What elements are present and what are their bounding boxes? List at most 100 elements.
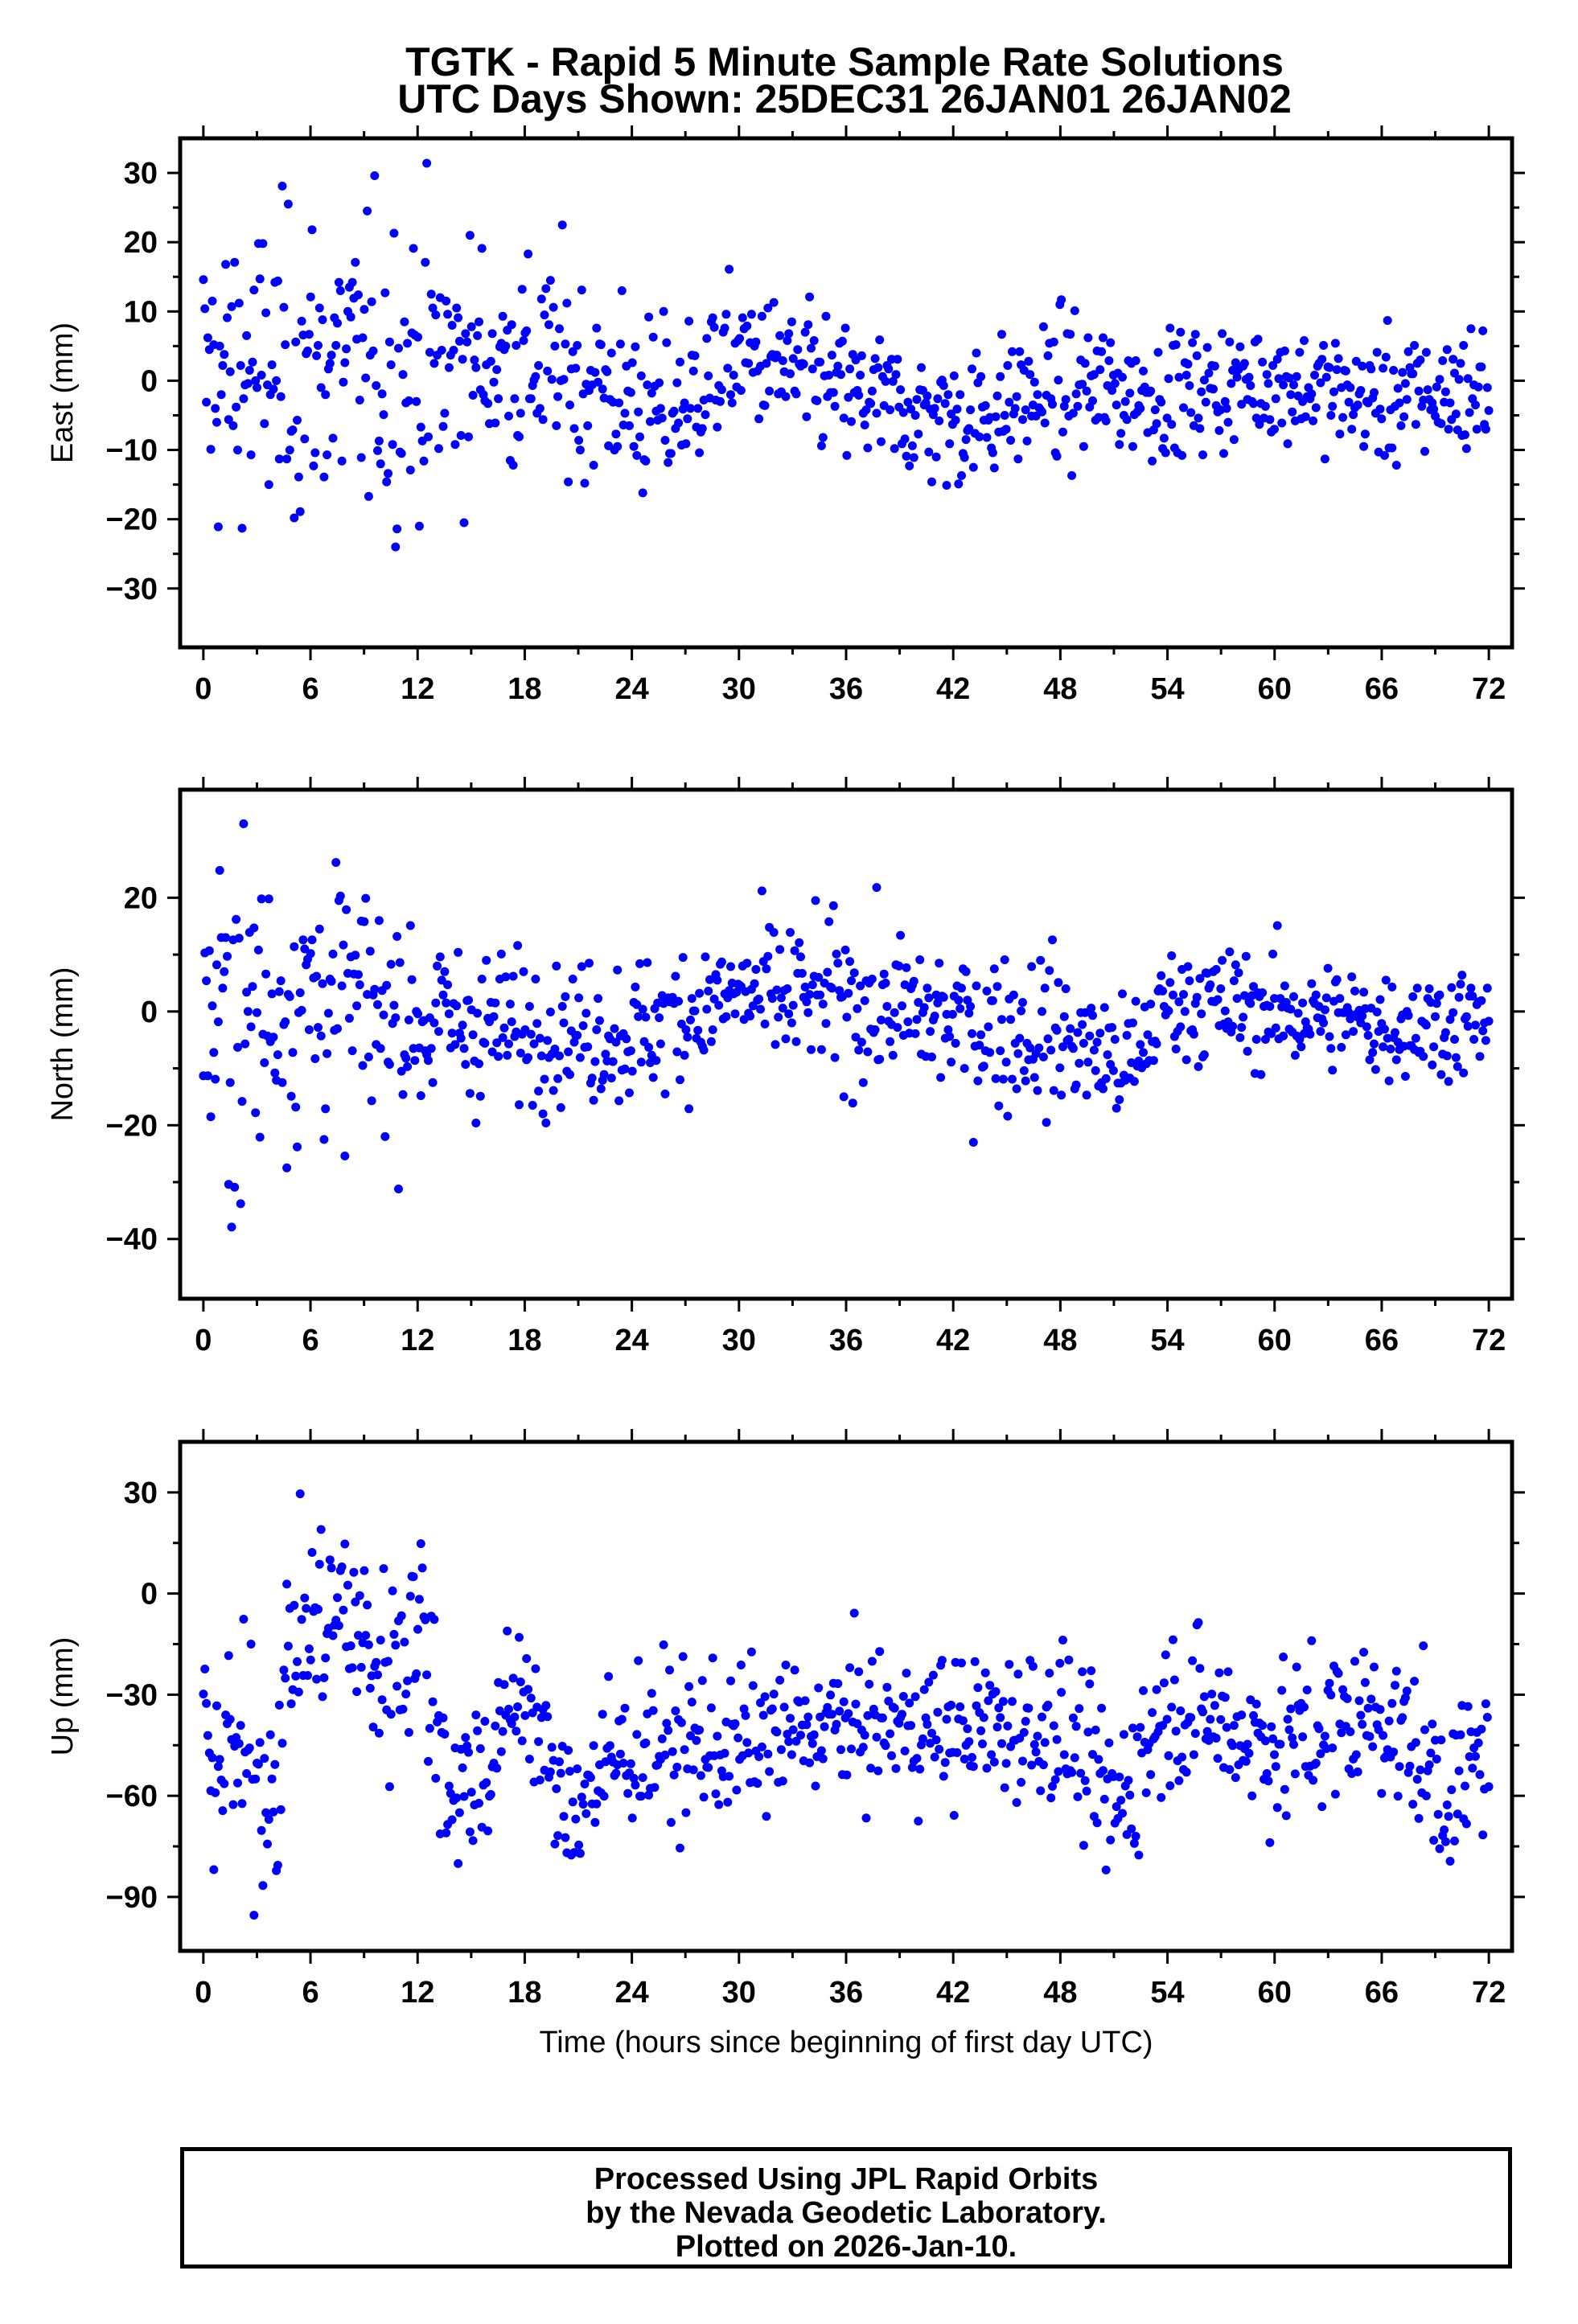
data-point <box>473 331 483 340</box>
data-point <box>358 1061 368 1070</box>
data-point <box>325 1555 335 1565</box>
data-point <box>985 1048 995 1057</box>
data-point <box>968 1138 978 1147</box>
data-point <box>340 1539 350 1549</box>
data-point <box>802 997 812 1007</box>
data-point <box>1314 1724 1324 1734</box>
data-point <box>867 386 877 396</box>
data-point <box>997 330 1006 339</box>
data-point <box>1241 1756 1251 1766</box>
data-point <box>940 1758 950 1768</box>
data-point <box>814 972 824 982</box>
data-point <box>1370 1039 1379 1049</box>
data-point <box>1454 1766 1464 1776</box>
data-point <box>664 458 673 467</box>
data-point <box>1447 983 1457 992</box>
data-point <box>823 967 832 977</box>
data-point <box>860 996 869 1005</box>
data-point <box>1260 1035 1270 1044</box>
data-point <box>791 1037 801 1046</box>
data-point <box>507 1719 516 1728</box>
data-point <box>595 1016 604 1025</box>
data-point <box>742 959 752 968</box>
data-point <box>1432 382 1441 392</box>
data-point <box>725 265 734 274</box>
data-point <box>844 392 853 402</box>
data-point <box>613 965 623 975</box>
data-point <box>294 1687 303 1697</box>
data-point <box>513 941 523 951</box>
data-point <box>1040 418 1050 428</box>
data-point <box>709 322 719 332</box>
data-point <box>1326 1690 1336 1700</box>
data-point <box>1206 1714 1215 1724</box>
data-point <box>1027 962 1037 971</box>
data-point <box>1095 1029 1105 1038</box>
data-point <box>833 1679 843 1689</box>
data-point <box>260 419 269 429</box>
data-point <box>327 351 336 360</box>
data-point <box>919 1685 929 1694</box>
data-point <box>1216 984 1226 993</box>
data-point <box>1237 1710 1247 1720</box>
data-point <box>1199 376 1209 385</box>
data-point <box>853 1004 862 1013</box>
data-point <box>335 891 345 901</box>
data-point <box>339 377 348 387</box>
data-point <box>1194 1618 1203 1628</box>
data-point <box>984 1696 993 1706</box>
data-point <box>1003 1111 1013 1121</box>
data-point <box>1432 999 1441 1008</box>
data-point <box>492 1038 502 1048</box>
data-point <box>1310 371 1319 380</box>
data-point <box>803 1712 813 1722</box>
data-point <box>1319 341 1329 350</box>
data-point <box>1391 1681 1399 1690</box>
data-point <box>522 1654 532 1663</box>
data-point <box>1159 433 1169 443</box>
data-point <box>386 959 396 969</box>
data-point <box>1131 1832 1140 1841</box>
x-tick-label: 6 <box>302 1976 318 2010</box>
data-point <box>648 1706 658 1715</box>
data-point <box>641 1738 651 1747</box>
data-point <box>860 421 869 429</box>
data-point <box>1157 397 1166 407</box>
data-point <box>212 1701 221 1710</box>
data-point <box>1125 1790 1135 1800</box>
data-point <box>496 1747 506 1756</box>
data-point <box>1099 1794 1109 1804</box>
data-point <box>1389 1747 1399 1757</box>
data-point <box>361 893 371 903</box>
data-point <box>1372 347 1382 357</box>
data-point <box>1387 982 1397 992</box>
data-point <box>213 522 223 532</box>
data-point <box>1054 978 1063 987</box>
data-point <box>372 381 381 390</box>
data-point <box>438 421 448 431</box>
data-point <box>1442 1051 1452 1061</box>
data-point <box>1293 1008 1303 1018</box>
y-tick-label: −30 <box>106 1678 158 1712</box>
data-point <box>1270 425 1279 434</box>
data-point <box>309 461 318 470</box>
data-point <box>1289 1739 1298 1749</box>
data-point <box>1038 1760 1048 1770</box>
data-point <box>632 450 642 460</box>
data-point <box>538 1109 548 1119</box>
data-point <box>972 1701 981 1710</box>
data-point <box>1198 450 1207 460</box>
data-point <box>571 1814 581 1824</box>
data-point <box>425 347 434 357</box>
data-point <box>1195 1664 1205 1673</box>
data-point <box>775 945 785 955</box>
data-point <box>265 1730 275 1739</box>
data-point <box>1071 389 1081 399</box>
x-tick-label: 6 <box>302 1324 318 1357</box>
data-point <box>1083 1727 1093 1737</box>
data-point <box>553 1074 563 1083</box>
data-point <box>1436 1070 1446 1079</box>
data-point <box>255 1738 265 1747</box>
data-point <box>1408 369 1418 379</box>
data-point <box>1043 1034 1053 1044</box>
